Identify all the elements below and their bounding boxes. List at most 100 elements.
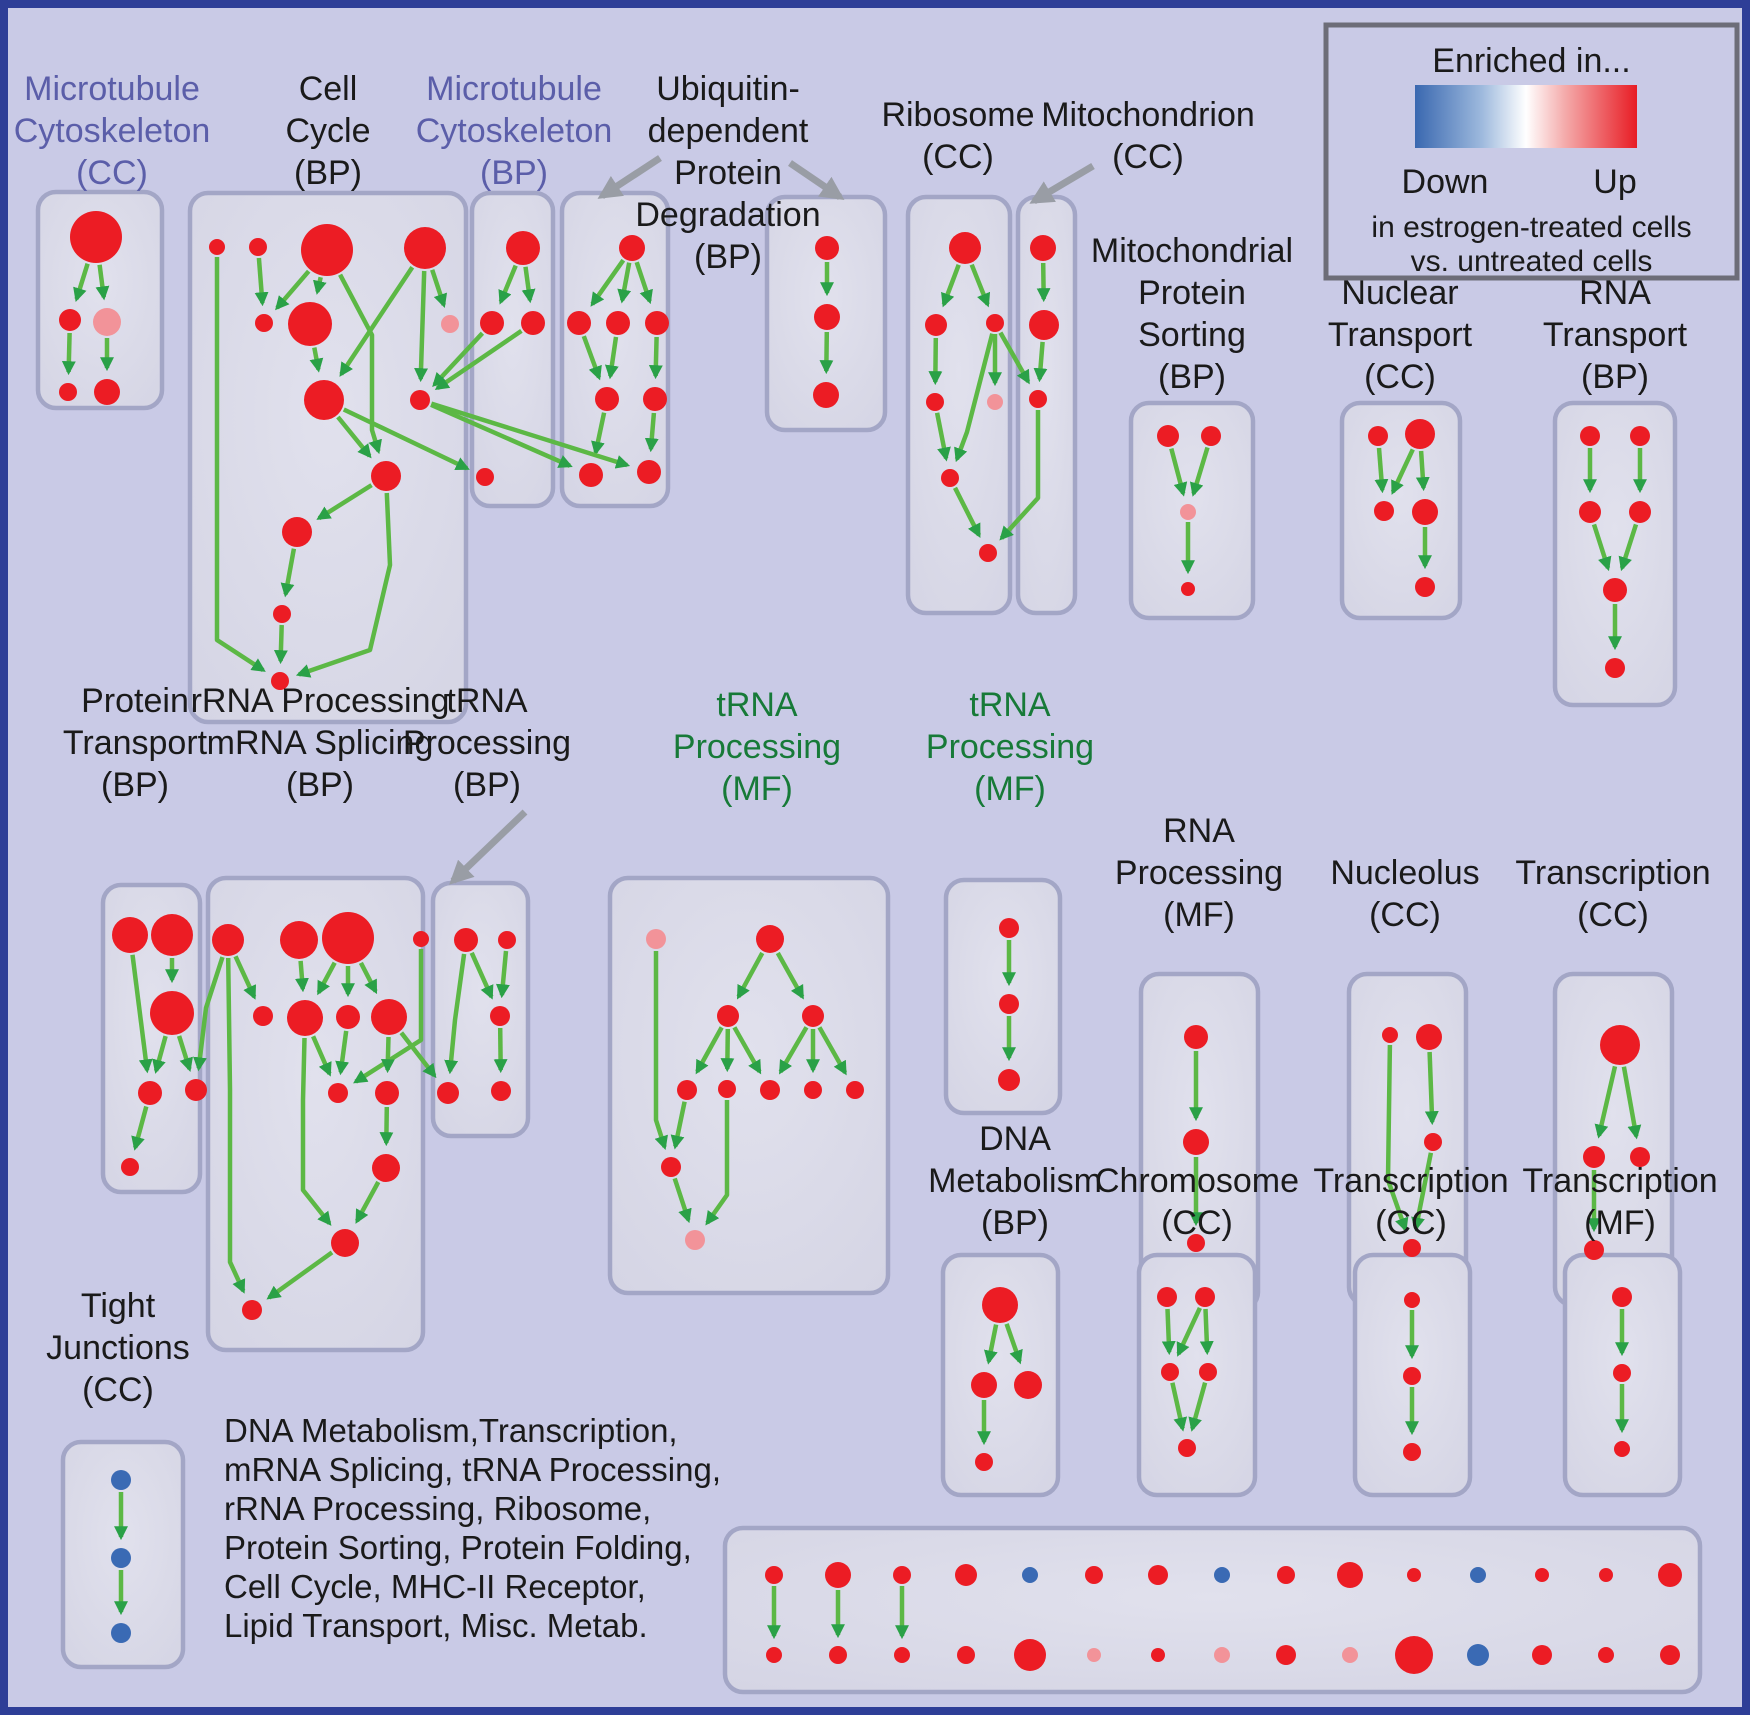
edge-arrow [1415, 450, 1430, 492]
edge-arrow [434, 329, 523, 391]
ubiquitin-degradation-label-line: (BP) [694, 238, 762, 276]
edge-arrow [233, 955, 257, 1000]
edge-arrow [214, 257, 266, 672]
trna-processing-mf-small-node-0 [999, 918, 1019, 938]
trna-processing-bp-node-3 [437, 1082, 459, 1104]
layer-labels: Microtubule Cytoskeleton (CC) Cell Cycle (BP)… [14, 70, 1718, 1644]
trna-processing-bp-label-line: Processing [403, 724, 571, 762]
legend-subtitle-line1: in estrogen-treated cells [1371, 211, 1691, 244]
edge-arrow [266, 1250, 334, 1300]
edge-arrow [495, 950, 510, 999]
misc-cluster-top-node-13 [1599, 1568, 1613, 1582]
chromosome-cc-node-2 [1161, 1363, 1179, 1381]
dna-metabolism-bp-label-line: Metabolism [928, 1162, 1102, 1200]
misc-cluster-bottom-node-2 [894, 1647, 910, 1663]
edge-arrow [498, 264, 518, 305]
cell-cycle-node-1 [249, 238, 267, 256]
ribosome-cc-label-line: (CC) [922, 138, 994, 176]
edge-arrow [720, 1028, 735, 1073]
edge-arrow [983, 1324, 999, 1365]
trna-processing-mf-small-label-line: tRNA [969, 686, 1051, 724]
edge-arrow [311, 1035, 332, 1077]
misc-cluster-top-node-5 [1085, 1566, 1103, 1584]
ubiquitin-degradation-node-3 [645, 311, 669, 335]
trna-processing-mf-large-node-0 [646, 929, 666, 949]
edge-arrow [312, 276, 327, 295]
mitochondrial-protein-sorting-label-line: (BP) [1158, 358, 1226, 396]
misc-cluster-top-node-6 [1148, 1565, 1168, 1585]
transcription-cc-lower-node-1 [1403, 1367, 1421, 1385]
misc-cluster-box [722, 1525, 1703, 1695]
edge-arrow [648, 336, 663, 380]
misc-cluster-top-node-11 [1470, 1567, 1486, 1583]
ubiquitin-degradation-label-line: Protein [674, 154, 782, 192]
misc-cluster-bottom-node-12 [1532, 1645, 1552, 1665]
edge-arrow [695, 1026, 724, 1075]
protein-transport-bp-label-line: (BP) [101, 766, 169, 804]
legend-title: Enriched in... [1432, 42, 1630, 80]
transcription-cc-lower-node-2 [1403, 1443, 1421, 1461]
edge-arrow [300, 1037, 332, 1226]
rna-transport-bp-node-1 [1630, 426, 1650, 446]
microtubule-cytoskeleton-bp-label-line: (BP) [480, 154, 548, 192]
ribosome-cc-node-0 [949, 232, 981, 264]
protein-transport-bp-label-line: Transport [63, 724, 208, 762]
edge-arrow [736, 951, 765, 1000]
cell-cycle-node-2 [301, 224, 353, 276]
mitochondrial-protein-sorting-label-line: Mitochondrial [1091, 232, 1293, 270]
misc-cluster-bottom-node-9 [1342, 1647, 1358, 1663]
edge-arrow [430, 269, 448, 308]
trna-processing-mf-large-node-2 [717, 1005, 739, 1027]
transcription-mf-node-1 [1613, 1364, 1631, 1382]
ubiquitin-degradation-node-2 [606, 311, 630, 335]
mitochondrion-cc-node-0 [1030, 235, 1056, 261]
edge-arrow [1188, 1381, 1208, 1432]
edge-arrow [634, 261, 653, 305]
tight-junctions-cc-label-line: Tight [81, 1287, 156, 1325]
edge-arrow [309, 347, 324, 373]
microtubule-cytoskeleton-bp-node-0 [506, 231, 540, 265]
rrna-processing-mrna-splicing-node-7 [371, 999, 407, 1035]
nuclear-transport-cc-label-line: (CC) [1364, 358, 1436, 396]
edge-arrow [353, 949, 424, 1084]
ubiquitin-degradation-node-6 [579, 463, 603, 487]
edge-arrow [1169, 448, 1188, 497]
mitochondrial-protein-sorting-node-3 [1181, 582, 1195, 596]
edge-arrow [1424, 1051, 1439, 1126]
tight-junctions-cc-node-2 [111, 1623, 131, 1643]
edge-arrow [342, 407, 470, 471]
trna-processing-bp-label-line: tRNA [446, 682, 528, 720]
cell-cycle-node-6 [441, 315, 459, 333]
misc-cluster-bottom-node-8 [1276, 1645, 1296, 1665]
microtubule-cytoskeleton-bp-node-1 [480, 311, 504, 335]
edge-arrow [380, 1036, 395, 1074]
edge-arrow [432, 331, 485, 387]
rrna-processing-mrna-splicing-node-5 [287, 1000, 323, 1036]
cell-cycle-node-0 [209, 239, 225, 255]
microtubule-cytoskeleton-bp-label-line: Microtubule [426, 70, 602, 108]
mitochondrion-cc-label-line: (CC) [1112, 138, 1184, 176]
edge-arrow [521, 266, 536, 304]
dna-metabolism-bp-label-line: (BP) [981, 1204, 1049, 1242]
ribosome-cc-label-line: Ribosome [881, 96, 1034, 134]
edge-arrow [1390, 448, 1415, 495]
edge-arrow [1621, 1066, 1642, 1140]
edge-arrow [954, 333, 995, 463]
dna-metabolism-bp-label-line: DNA [979, 1120, 1051, 1158]
rrna-processing-mrna-splicing-node-4 [253, 1006, 273, 1026]
edge-arrow [581, 335, 602, 381]
nucleolus-cc-label-line: (CC) [1369, 896, 1441, 934]
trna-processing-mf-large-label-line: Processing [673, 728, 841, 766]
legend-subtitle-line2: vs. untreated cells [1411, 245, 1653, 278]
rrna-processing-mrna-splicing-node-10 [372, 1154, 400, 1182]
microtubule-cytoskeleton-bp-node-3 [476, 468, 494, 486]
edge-arrow [1036, 262, 1051, 303]
trna-processing-mf-large-node-4 [677, 1080, 697, 1100]
edge-arrow [254, 257, 269, 307]
ubiquitin-degradation-2-node-0 [815, 236, 839, 260]
edge-arrow [295, 492, 393, 678]
edge-arrow [1161, 1308, 1176, 1356]
edge-arrow [355, 1180, 381, 1224]
edge-arrow [1199, 1308, 1214, 1356]
mitochondrial-protein-sorting-node-0 [1157, 425, 1179, 447]
